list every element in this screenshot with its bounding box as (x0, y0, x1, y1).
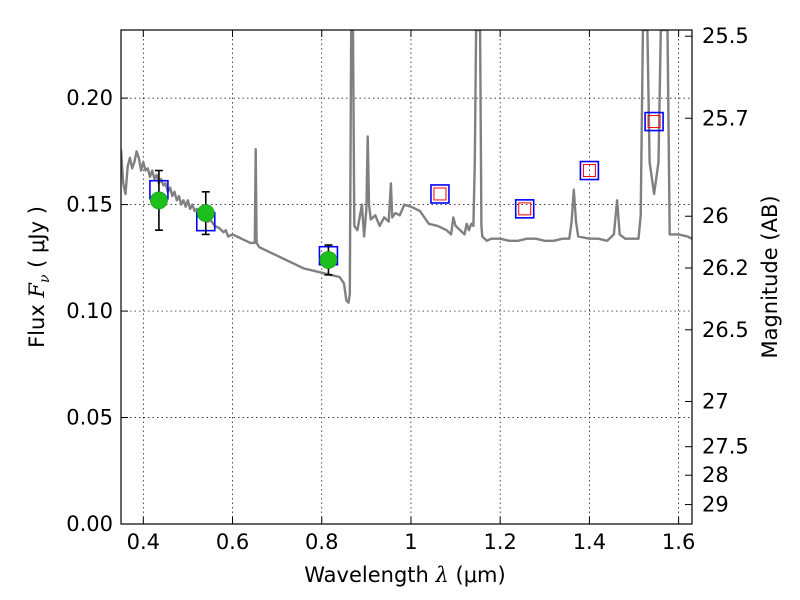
y-tick-label: 0.15 (66, 193, 113, 217)
y-tick-label: 0.05 (66, 406, 113, 430)
y2-tick-label: 25.7 (702, 106, 749, 130)
model-photometry-square (579, 160, 600, 181)
x-axis-title: Wavelength λ (μm) (304, 563, 505, 587)
observed-data-point (150, 191, 168, 210)
model-photometry-square (514, 199, 535, 219)
y-axis-title-sub: ν (37, 274, 53, 283)
x-tick-label: 0.6 (216, 530, 249, 554)
x-tick-label: 0.8 (305, 530, 338, 554)
x-axis-title-unit: (μm) (449, 563, 506, 587)
model-photometry-square (430, 184, 450, 204)
y-axis-title-symbol: F (25, 282, 49, 299)
y-tick-label: 0.10 (66, 299, 113, 323)
model-photometry-inner-square (582, 164, 596, 178)
x-tick-label: 1.4 (573, 530, 606, 554)
x-axis-title-symbol: λ (435, 563, 449, 587)
y2-axis-title: Magnitude (AB) (758, 195, 782, 358)
y-axis-title-pre: Flux (25, 298, 49, 348)
grid (121, 30, 692, 525)
x-tick-label: 1 (404, 530, 417, 554)
y2-tick-label: 27.5 (702, 435, 749, 459)
ticks: 0.4 0.6 0.8 1 1.2 1.4 1.6 0.00 0.05 0.10 0.15 0.20 2… (66, 24, 749, 554)
y2-tick-label: 26.5 (702, 318, 749, 342)
y2-tick-label: 26 (702, 204, 729, 228)
y-tick-label: 0.20 (66, 86, 113, 110)
x-tick-label: 0.4 (127, 530, 160, 554)
y2-tick-label: 27 (702, 389, 729, 413)
model-spectrum-line (121, 30, 692, 304)
observed-data-point (196, 204, 215, 223)
model-photometry-square (644, 111, 664, 132)
y2-tick-label: 26.2 (702, 256, 749, 280)
model-photometry-inner-square (518, 202, 532, 216)
observed-data-point (319, 251, 338, 269)
model-photometry-inner-square (433, 187, 447, 201)
y-axis-title: Flux Fν ( μJy ) (25, 206, 53, 348)
y2-tick-label: 28 (702, 463, 729, 487)
plot-frame (120, 29, 693, 525)
y-tick-label: 0.00 (66, 512, 113, 536)
plot-content (121, 30, 692, 304)
y-axis-title-unit: ( μJy ) (25, 206, 49, 274)
y2-tick-label: 29 (702, 493, 729, 517)
x-axis-title-pre: Wavelength (304, 563, 435, 587)
y2-tick-label: 25.5 (702, 24, 749, 48)
x-tick-label: 1.2 (483, 530, 516, 554)
x-tick-label: 1.6 (662, 530, 695, 554)
model-photometry-inner-square (647, 115, 661, 129)
